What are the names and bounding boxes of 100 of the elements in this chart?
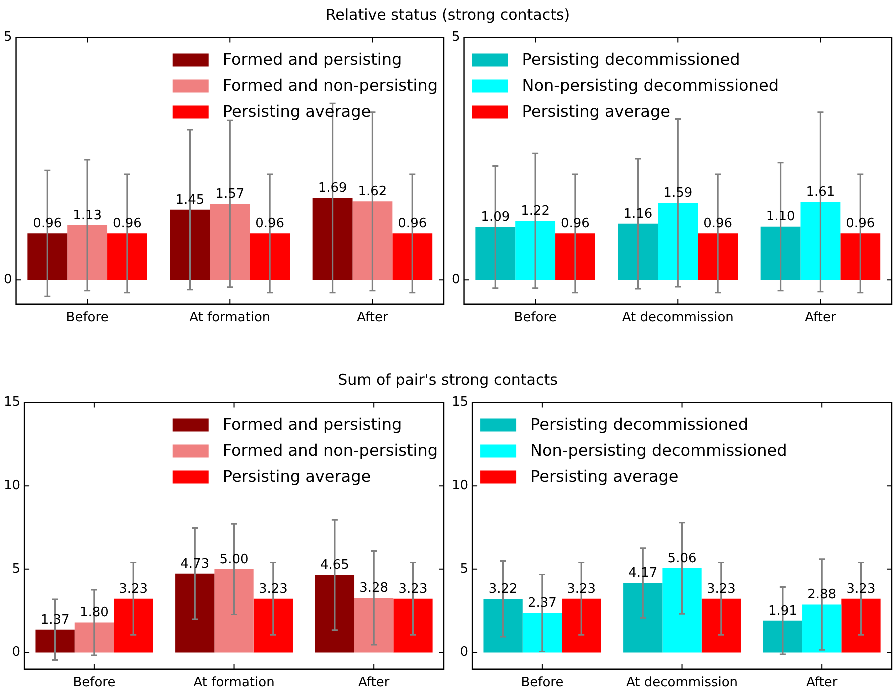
bar (74, 622, 114, 653)
bar (624, 583, 663, 653)
data-label: 3.23 (119, 582, 148, 597)
data-label: 5.06 (668, 551, 697, 566)
bar (658, 203, 698, 280)
data-label: 1.22 (521, 204, 550, 219)
data-label: 5.00 (220, 552, 249, 568)
data-label: 1.57 (216, 186, 245, 202)
bar (763, 620, 803, 653)
data-label: 1.59 (664, 186, 693, 201)
data-label: 3.23 (706, 582, 736, 597)
y-tick-label: 0 (12, 645, 21, 660)
legend-label: Persisting average (222, 466, 372, 486)
data-label: 3.23 (258, 582, 288, 597)
y-tick-label: 5 (4, 30, 12, 46)
data-label: 0.96 (33, 216, 62, 232)
legend-label: Formed and persisting (222, 50, 402, 69)
x-tick-label: After (357, 310, 389, 326)
bar (68, 225, 108, 280)
data-label: 0.96 (561, 216, 590, 232)
data-label: 0.96 (113, 216, 142, 232)
chart-title: Relative status (strong contacts) (324, 6, 572, 24)
legend-label: Persisting average (530, 466, 679, 486)
legend-label: Persisting average (222, 102, 372, 121)
legend-label: Formed and non-persisting (222, 76, 438, 95)
data-label: 1.62 (358, 184, 388, 200)
x-tick-label: After (358, 676, 390, 691)
bar (702, 598, 741, 653)
y-tick-label: 0 (4, 272, 12, 288)
bar (315, 575, 355, 653)
data-label: 0.96 (256, 216, 285, 232)
data-label: 4.65 (320, 558, 350, 574)
x-tick-label: Before (514, 310, 557, 326)
data-label: 1.80 (80, 606, 109, 621)
bar (36, 630, 75, 653)
x-tick-label: At decommission (626, 676, 738, 691)
bar (556, 234, 596, 280)
bar (354, 598, 394, 653)
legend-label: Formed and non-persisting (222, 440, 438, 460)
x-tick-label: After (806, 676, 838, 691)
data-label: 1.16 (624, 206, 653, 222)
data-label: 3.23 (567, 582, 596, 597)
legend-label: Non-persisting decommissioned (522, 76, 779, 95)
legend-label: Formed and persisting (222, 414, 402, 434)
chart-title: Sum of pair's strong contacts (337, 371, 559, 389)
bar (484, 599, 523, 653)
bar (618, 224, 658, 280)
x-tick-label: Before (521, 676, 564, 691)
bar (476, 227, 516, 280)
bar (802, 604, 842, 653)
legend-label: Persisting average (522, 102, 670, 121)
bar (698, 234, 738, 280)
bar (800, 202, 841, 280)
data-label: 3.28 (360, 580, 389, 596)
legend-label: Non-persisting decommissioned (530, 440, 788, 460)
data-label: 1.45 (176, 192, 205, 208)
x-tick-label: At formation (190, 310, 271, 326)
data-label: 3.23 (398, 582, 428, 597)
data-label: 2.88 (808, 588, 837, 603)
bar (352, 202, 393, 280)
legend-label: Persisting decommissioned (530, 414, 749, 434)
bar (176, 574, 215, 653)
bar (840, 234, 881, 280)
y-tick-label: 15 (452, 395, 469, 410)
y-tick-label: 5 (12, 562, 21, 577)
data-label: 0.96 (846, 216, 876, 232)
x-tick-label: At formation (194, 676, 275, 691)
data-label: 1.37 (40, 612, 70, 628)
y-tick-label: 0 (460, 645, 469, 660)
bar (516, 221, 556, 280)
x-tick-label: Before (66, 310, 109, 326)
bar (210, 204, 250, 280)
data-label: 2.37 (528, 596, 557, 612)
data-label: 4.73 (180, 556, 210, 572)
bar (214, 569, 254, 653)
x-tick-label: At decommission (622, 310, 734, 326)
y-tick-label: 10 (4, 478, 21, 494)
bar (114, 598, 154, 653)
bar (312, 198, 353, 280)
x-tick-label: After (805, 310, 837, 326)
bar (760, 226, 801, 280)
data-label: 0.96 (704, 216, 733, 232)
y-tick-label: 5 (452, 30, 460, 46)
y-tick-label: 5 (460, 562, 469, 577)
bar (170, 210, 210, 280)
bar (842, 598, 881, 653)
data-label: 3.22 (488, 582, 518, 597)
bar (522, 613, 562, 653)
bar (394, 598, 433, 653)
data-label: 1.61 (806, 185, 836, 200)
bar (250, 234, 290, 280)
data-label: 1.91 (768, 604, 798, 619)
bar (392, 234, 433, 280)
legend-label: Persisting decommissioned (522, 50, 740, 69)
y-tick-label: 10 (452, 478, 469, 494)
data-label: 1.10 (766, 210, 796, 225)
bar (28, 234, 68, 280)
bar (562, 598, 602, 653)
data-label: 1.13 (73, 208, 102, 224)
data-label: 1.69 (318, 181, 348, 196)
